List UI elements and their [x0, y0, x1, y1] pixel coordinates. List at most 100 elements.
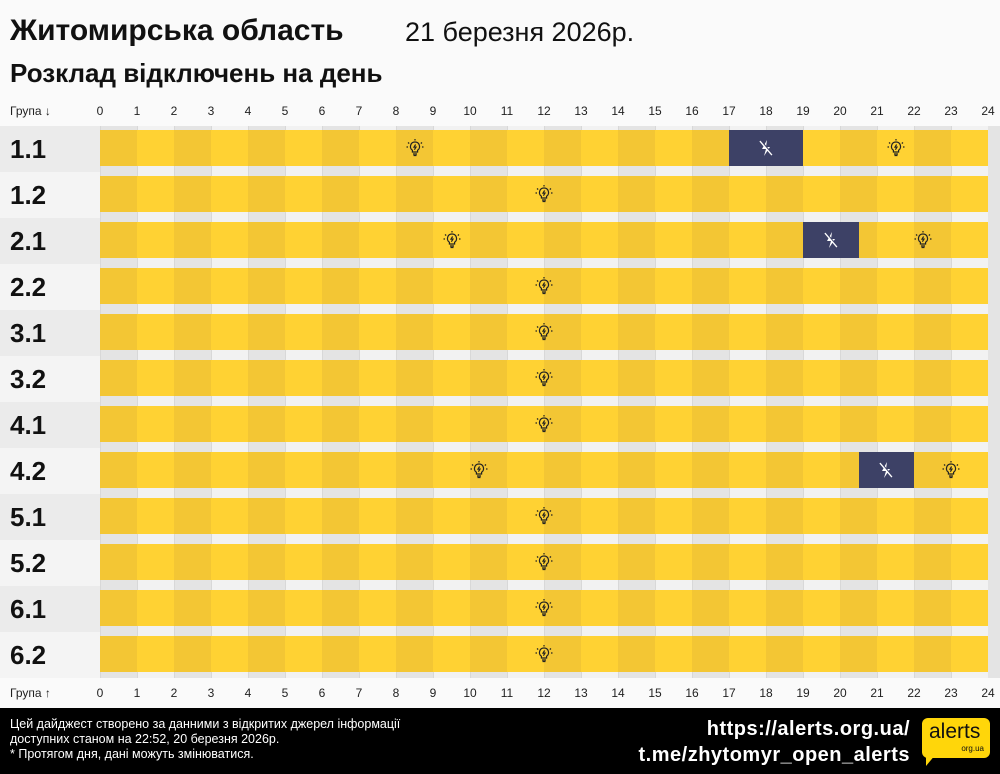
tick-label: 3 — [207, 686, 215, 700]
tick-label: 15 — [648, 104, 662, 118]
power-on-segment — [692, 268, 729, 304]
power-on-segment — [729, 590, 766, 626]
power-on-segment — [433, 360, 470, 396]
power-on-segment — [840, 498, 877, 534]
power-on-segment — [544, 636, 581, 672]
group-label: 4.2 — [0, 448, 100, 494]
footer-links: https://alerts.org.ua/ t.me/zhytomyr_ope… — [639, 716, 910, 768]
power-on-segment — [396, 590, 433, 626]
power-on-segment — [507, 360, 544, 396]
power-on-segment — [655, 498, 692, 534]
power-on-segment — [581, 636, 618, 672]
note-line: Цей дайджест створено за данними з відкр… — [10, 717, 401, 731]
power-on-segment — [248, 130, 285, 166]
power-on-segment — [322, 544, 359, 580]
date: 21 березня 2026р. — [405, 17, 635, 47]
power-on-segment — [729, 498, 766, 534]
lightbulb-icon — [941, 460, 961, 480]
power-on-segment — [729, 636, 766, 672]
power-on-segment — [914, 498, 951, 534]
power-on-segment — [544, 314, 581, 350]
group-label: 2.2 — [0, 264, 100, 310]
tick-label: 14 — [611, 104, 625, 118]
power-on-segment — [729, 406, 766, 442]
telegram-link[interactable]: t.me/zhytomyr_open_alerts — [638, 744, 910, 766]
power-on-segment — [618, 314, 655, 350]
lightbulb-icon — [534, 552, 554, 572]
tick-label: 16 — [685, 104, 699, 118]
power-on-segment — [396, 360, 433, 396]
tick-label: 22 — [907, 104, 921, 118]
power-on-segment — [766, 176, 803, 212]
power-on-segment — [581, 498, 618, 534]
group-row: 3.2 — [0, 356, 1000, 402]
edge — [988, 448, 1000, 494]
power-on-segment — [507, 544, 544, 580]
power-on-segment — [137, 130, 174, 166]
tick-label: 16 — [685, 686, 699, 700]
power-on-segment — [803, 268, 840, 304]
power-on-segment — [396, 314, 433, 350]
group-row: 4.1 — [0, 402, 1000, 448]
logo-tail — [926, 754, 936, 766]
power-on-segment — [655, 314, 692, 350]
alerts-logo: alerts org.ua — [922, 718, 990, 766]
edge — [988, 172, 1000, 218]
no-power-icon — [876, 460, 896, 480]
power-on-segment — [692, 590, 729, 626]
group-label: 3.1 — [0, 310, 100, 356]
power-on-segment — [359, 452, 396, 488]
power-on-segment — [618, 590, 655, 626]
power-on-segment — [581, 452, 618, 488]
power-on-segment — [692, 314, 729, 350]
power-on-segment — [655, 406, 692, 442]
power-on-segment — [285, 222, 322, 258]
tick-label: 1 — [133, 104, 141, 118]
power-on-segment — [840, 590, 877, 626]
power-on-segment — [322, 452, 359, 488]
power-on-segment — [285, 360, 322, 396]
tick-label: 5 — [281, 686, 289, 700]
website-link[interactable]: https://alerts.org.ua/ — [706, 718, 910, 740]
edge — [988, 402, 1000, 448]
power-on-segment — [655, 452, 692, 488]
power-on-segment — [618, 268, 655, 304]
power-on-segment — [951, 176, 988, 212]
power-on-segment — [951, 314, 988, 350]
power-on-segment — [211, 130, 248, 166]
power-on-segment — [507, 636, 544, 672]
power-on-segment — [174, 222, 211, 258]
power-on-segment — [692, 222, 729, 258]
power-on-segment — [766, 636, 803, 672]
power-on-segment — [914, 452, 951, 488]
tick-label: 9 — [429, 686, 437, 700]
power-on-segment — [507, 498, 544, 534]
power-on-segment — [951, 636, 988, 672]
power-on-segment — [137, 314, 174, 350]
power-on-segment — [951, 130, 988, 166]
power-on-segment — [766, 222, 803, 258]
tick-label: 3 — [207, 104, 215, 118]
page-title: Житомирська область — [10, 14, 344, 47]
power-on-segment — [914, 268, 951, 304]
power-on-segment — [803, 314, 840, 350]
power-on-segment — [137, 176, 174, 212]
power-on-segment — [248, 360, 285, 396]
power-on-segment — [100, 544, 137, 580]
group-label: 5.2 — [0, 540, 100, 586]
power-on-segment — [470, 130, 507, 166]
tick-label: 6 — [318, 104, 326, 118]
tick-label: 2 — [170, 104, 178, 118]
power-on-segment — [507, 268, 544, 304]
power-on-segment — [840, 544, 877, 580]
power-on-segment — [951, 360, 988, 396]
power-on-segment — [655, 590, 692, 626]
power-on-segment — [470, 498, 507, 534]
power-on-segment — [877, 590, 914, 626]
power-on-segment — [470, 176, 507, 212]
group-label: 6.2 — [0, 632, 100, 678]
tick-label: 10 — [463, 686, 477, 700]
edge — [988, 126, 1000, 172]
edge — [988, 586, 1000, 632]
power-on-segment — [248, 268, 285, 304]
